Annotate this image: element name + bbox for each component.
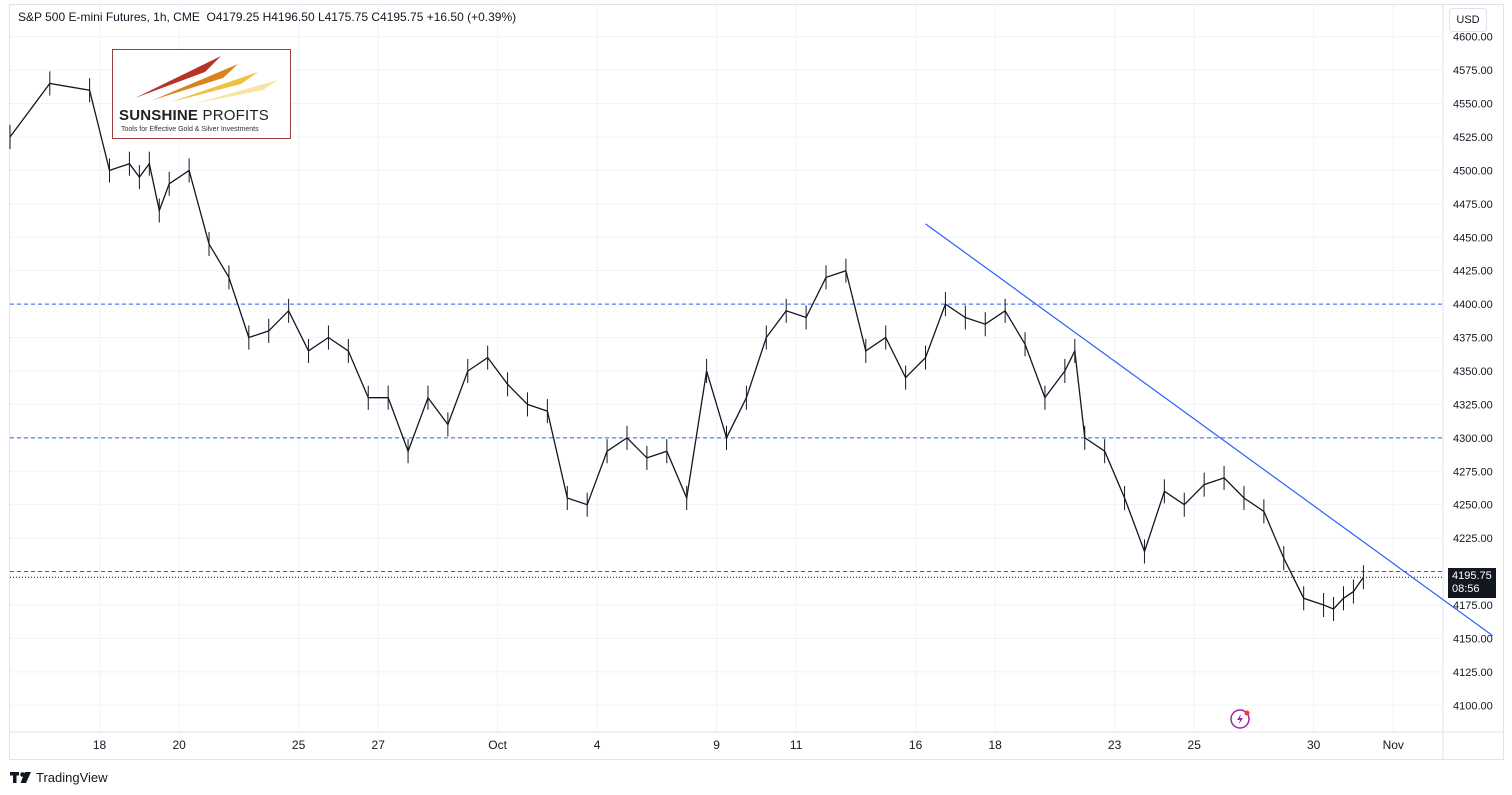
- y-tick-label: 4350.00: [1453, 366, 1493, 378]
- logo-swoosh-icon: [135, 56, 278, 104]
- x-tick-label: 18: [93, 738, 107, 752]
- y-tick-label: 4325.00: [1453, 399, 1493, 411]
- tradingview-label: TradingView: [36, 770, 108, 785]
- y-tick-label: 4525.00: [1453, 132, 1493, 144]
- y-tick-label: 4300.00: [1453, 433, 1493, 445]
- y-tick-label: 4225.00: [1453, 533, 1493, 545]
- y-tick-label: 4125.00: [1453, 667, 1493, 679]
- logo-brand-text: SUNSHINE PROFITS: [119, 107, 269, 124]
- x-tick-label: 11: [790, 738, 803, 752]
- downtrend-line: [925, 223, 1494, 637]
- x-tick-label: 18: [989, 738, 1003, 752]
- sunshine-profits-logo: SUNSHINE PROFITS Tools for Effective Gol…: [112, 49, 291, 139]
- y-tick-label: 4475.00: [1453, 199, 1493, 211]
- y-tick-label: 4575.00: [1453, 65, 1493, 77]
- y-tick-label: 4450.00: [1453, 232, 1493, 244]
- price-series-line: [9, 82, 1364, 610]
- tradingview-logo-icon: [10, 771, 31, 783]
- x-tick-label: 30: [1307, 738, 1321, 752]
- y-tick-label: 4275.00: [1453, 466, 1493, 478]
- y-tick-label: 4400.00: [1453, 299, 1493, 311]
- tradingview-brand[interactable]: TradingView: [10, 770, 108, 785]
- x-tick-label: 27: [372, 738, 386, 752]
- bar-countdown: 08:56: [1452, 583, 1480, 595]
- symbol-title[interactable]: S&P 500 E-mini Futures, 1h, CME: [18, 10, 200, 24]
- ohlc-readout: O4179.25 H4196.50 L4175.75 C4195.75 +16.…: [206, 10, 517, 24]
- y-tick-label: 4600.00: [1453, 32, 1493, 44]
- y-tick-label: 4500.00: [1453, 165, 1493, 177]
- x-tick-label: 20: [172, 738, 186, 752]
- x-tick-label: 9: [713, 738, 720, 752]
- chart-header: S&P 500 E-mini Futures, 1h, CME O4179.25…: [18, 10, 516, 24]
- x-tick-label: 23: [1108, 738, 1122, 752]
- last-price-tag: 4195.75 08:56: [1448, 568, 1496, 598]
- logo-tagline: Tools for Effective Gold & Silver Invest…: [121, 126, 259, 133]
- flash-bolt-icon: [1237, 714, 1243, 724]
- currency-button[interactable]: USD: [1449, 8, 1487, 32]
- x-tick-label: 16: [909, 738, 923, 752]
- y-tick-label: 4550.00: [1453, 99, 1493, 111]
- x-tick-label: 4: [594, 738, 601, 752]
- x-tick-label: Oct: [488, 738, 507, 752]
- last-price-value: 4195.75: [1452, 570, 1492, 582]
- x-tick-label: 25: [1188, 738, 1202, 752]
- y-tick-label: 4375.00: [1453, 333, 1493, 345]
- y-tick-label: 4100.00: [1453, 700, 1493, 712]
- y-tick-label: 4150.00: [1453, 633, 1493, 645]
- chart-frame: [9, 4, 1504, 760]
- y-tick-label: 4250.00: [1453, 500, 1493, 512]
- y-tick-label: 4425.00: [1453, 266, 1493, 278]
- notification-dot: [1244, 710, 1250, 716]
- x-tick-label: 25: [292, 738, 306, 752]
- y-tick-label: 4175.00: [1453, 600, 1493, 612]
- x-tick-label: Nov: [1383, 738, 1404, 752]
